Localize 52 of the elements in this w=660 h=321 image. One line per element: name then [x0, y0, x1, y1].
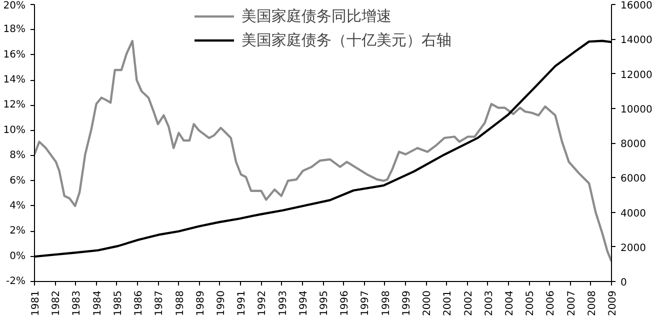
x-tick-label: 1984	[92, 290, 104, 316]
y-tick-label: 0%	[10, 250, 26, 262]
x-tick-label: 1991	[236, 290, 248, 316]
x-tick-label: 1994	[298, 290, 310, 316]
y2-tick-label: 16000	[620, 0, 652, 12]
y2-tick-label: 8000	[620, 139, 646, 150]
x-tick-label: 1982	[51, 290, 62, 316]
x-tick-label: 1992	[257, 290, 268, 316]
x-tick-label: 1987	[154, 290, 166, 316]
x-tick-label: 1999	[401, 290, 412, 316]
x-tick-label: 2001	[442, 290, 454, 316]
y2-tick-label: 4000	[620, 208, 646, 220]
x-tick-label: 1981	[30, 290, 42, 316]
x-tick-label: 1989	[195, 290, 206, 316]
x-tick-label: 1998	[380, 290, 392, 316]
y-tick-label: 16%	[3, 49, 26, 60]
y2-tick-label: 6000	[620, 174, 646, 185]
y2-tick-label: 10000	[620, 104, 652, 116]
x-tick-label: 1986	[134, 290, 145, 316]
y-tick-label: 8%	[10, 150, 26, 162]
x-tick-label: 1990	[216, 290, 227, 316]
x-tick-label: 1995	[319, 290, 330, 316]
x-tick-label: 1996	[340, 290, 351, 316]
x-tick-label: 2002	[463, 290, 474, 316]
y-tick-label: 10%	[3, 124, 26, 136]
legend-label: 美国家庭债务同比增速	[242, 6, 392, 26]
y2-tick-label: 0	[620, 278, 627, 288]
x-tick-label: 2006	[546, 290, 557, 316]
y-tick-label: -2%	[6, 276, 26, 287]
y-tick-label: 12%	[3, 100, 26, 111]
x-tick-label: 2008	[586, 290, 598, 316]
y-tick-label: 20%	[3, 0, 26, 12]
legend-label: 美国家庭债务（十亿美元）右轴	[242, 30, 452, 50]
x-tick-label: 1988	[174, 290, 186, 316]
y-tick-label: 2%	[10, 226, 26, 237]
x-tick-label: 1997	[360, 290, 372, 316]
x-tick-label: 2003	[484, 290, 495, 316]
x-tick-label: 1985	[112, 290, 124, 316]
y2-tick-label: 14000	[620, 35, 652, 46]
x-tick-label: 2009	[608, 290, 618, 316]
y-tick-label: 4%	[10, 200, 26, 212]
x-tick-label: 1983	[72, 290, 83, 316]
x-tick-label: 2000	[422, 290, 434, 316]
y-tick-label: 6%	[10, 175, 26, 186]
y2-tick-label: 2000	[620, 242, 646, 254]
y-tick-label: 18%	[3, 24, 26, 36]
x-tick-label: 1993	[278, 290, 289, 316]
x-tick-label: 2005	[525, 290, 536, 316]
x-tick-label: 2007	[566, 290, 578, 316]
x-tick-label: 2004	[504, 290, 516, 316]
y-tick-label: 14%	[3, 74, 26, 86]
y2-tick-label: 12000	[620, 70, 652, 81]
